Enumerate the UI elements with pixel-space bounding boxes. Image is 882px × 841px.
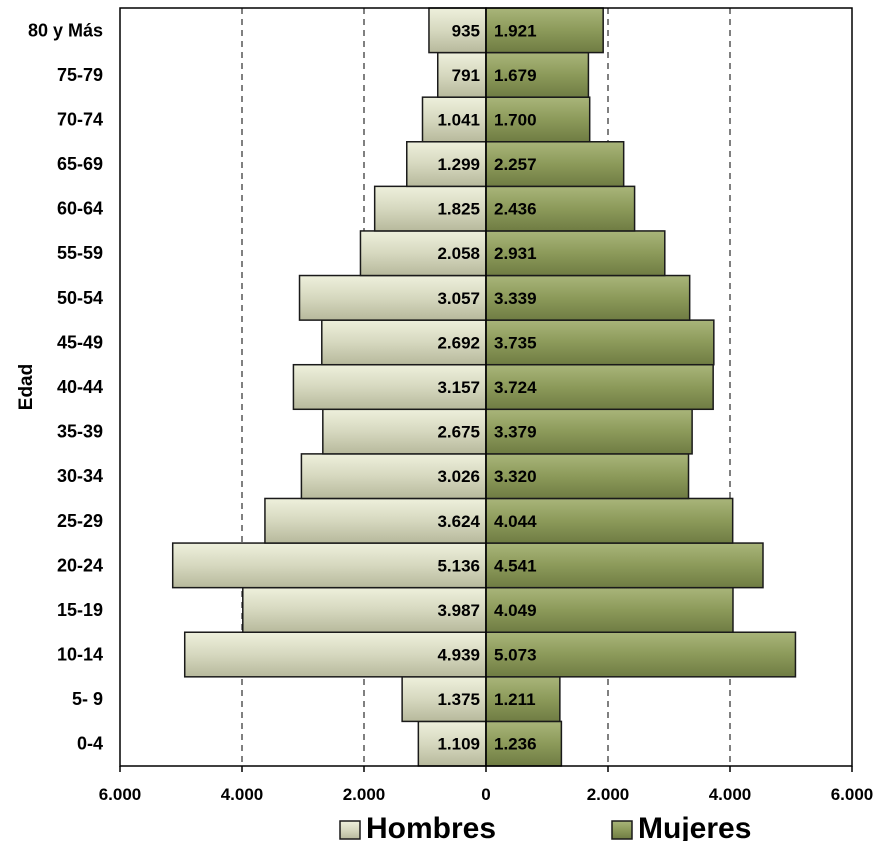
plot-frame: [119, 7, 853, 772]
bar-mujeres: [485, 497, 734, 544]
data-label-hombres: 5.136: [437, 556, 480, 575]
data-label-mujeres: 1.700: [494, 110, 537, 129]
x-tick-label: 6.000: [831, 785, 874, 804]
data-label-hombres: 1.375: [437, 690, 480, 709]
bar-hombres: [359, 230, 487, 277]
bar-mujeres: [485, 141, 625, 188]
category-label: 0-4: [77, 734, 103, 754]
data-label-mujeres: 3.735: [494, 333, 537, 352]
bar-mujeres: [485, 363, 714, 411]
category-label: 20-24: [57, 555, 103, 575]
data-label-mujeres: 1.679: [494, 66, 537, 85]
x-tick-label: 2.000: [587, 785, 630, 804]
category-label: 50-54: [57, 288, 103, 308]
data-label-hombres: 2.692: [437, 333, 480, 352]
data-label-hombres: 791: [452, 66, 480, 85]
data-label-mujeres: 3.339: [494, 289, 537, 308]
legend-swatch-mujeres: [611, 820, 633, 840]
bar-mujeres: [485, 7, 604, 54]
data-label-hombres: 4.939: [437, 646, 480, 665]
data-label-mujeres: 3.320: [494, 467, 537, 486]
y-axis-title: Edad: [16, 364, 37, 410]
bar-mujeres: [485, 274, 691, 321]
bar-hombres: [406, 141, 487, 188]
data-label-mujeres: 4.541: [494, 556, 537, 575]
bar-hombres: [373, 185, 487, 232]
legend-label-hombres: Hombres: [366, 812, 496, 841]
data-label-hombres: 1.109: [437, 735, 480, 754]
bar-hombres: [242, 586, 487, 633]
data-label-mujeres: 1.211: [494, 690, 536, 709]
data-label-hombres: 1.825: [437, 200, 480, 219]
legend-swatch-hombres: [339, 820, 361, 840]
data-label-mujeres: 2.257: [494, 155, 537, 174]
data-label-mujeres: 2.931: [494, 244, 537, 263]
category-label: 25-29: [57, 511, 103, 531]
data-label-mujeres: 5.073: [494, 646, 537, 665]
data-label-hombres: 1.041: [437, 110, 480, 129]
data-label-hombres: 2.058: [437, 244, 480, 263]
bars: [171, 7, 797, 767]
category-label: 10-14: [57, 645, 103, 665]
data-label-hombres: 3.026: [437, 467, 480, 486]
bar-hombres: [171, 542, 487, 589]
data-label-mujeres: 3.379: [494, 423, 537, 442]
bar-hombres: [421, 96, 487, 143]
data-label-hombres: 2.675: [437, 423, 480, 442]
data-label-hombres: 3.624: [437, 512, 480, 531]
bar-mujeres: [485, 453, 690, 500]
bar-mujeres: [485, 185, 636, 232]
category-label: 55-59: [57, 243, 103, 263]
x-tick-label: 4.000: [221, 785, 264, 804]
bar-mujeres: [485, 230, 666, 277]
category-label: 15-19: [57, 600, 103, 620]
x-tick-label: 4.000: [709, 785, 752, 804]
data-label-hombres: 935: [452, 21, 480, 40]
data-label-mujeres: 4.049: [494, 601, 537, 620]
category-label: 75-79: [57, 65, 103, 85]
bar-hombres: [417, 720, 487, 767]
category-label: 80 y Más: [28, 20, 103, 40]
legend: Hombres Mujeres: [339, 812, 751, 841]
bar-hombres: [300, 453, 487, 500]
category-label: 65-69: [57, 154, 103, 174]
data-label-hombres: 3.157: [437, 378, 480, 397]
data-label-mujeres: 2.436: [494, 200, 537, 219]
bar-mujeres: [485, 586, 734, 633]
category-label: 40-44: [57, 377, 103, 397]
data-label-mujeres: 4.044: [494, 512, 537, 531]
data-label-hombres: 3.987: [437, 601, 480, 620]
category-label: 70-74: [57, 109, 103, 129]
data-label-mujeres: 3.724: [494, 378, 537, 397]
x-tick-label: 6.000: [99, 785, 142, 804]
labels: 1.109 1.236 0-4 1.375 1.211 5- 9 4.939 5.073 10-…: [16, 20, 873, 804]
legend-label-mujeres: Mujeres: [638, 812, 751, 841]
bar-hombres: [322, 408, 487, 455]
category-label: 5- 9: [72, 689, 103, 709]
bar-mujeres: [485, 319, 715, 366]
category-label: 45-49: [57, 332, 103, 352]
category-label: 35-39: [57, 422, 103, 442]
bar-hombres: [292, 363, 487, 411]
bar-hombres: [298, 274, 487, 321]
category-label: 60-64: [57, 199, 103, 219]
bar-mujeres: [485, 408, 693, 455]
data-label-mujeres: 1.236: [494, 735, 537, 754]
bar-hombres: [321, 319, 487, 366]
bar-mujeres: [485, 542, 764, 589]
data-label-hombres: 3.057: [437, 289, 480, 308]
category-label: 30-34: [57, 466, 103, 486]
data-label-mujeres: 1.921: [494, 21, 537, 40]
x-tick-label: 2.000: [343, 785, 386, 804]
data-label-hombres: 1.299: [437, 155, 480, 174]
x-tick-label: 0: [481, 785, 490, 804]
